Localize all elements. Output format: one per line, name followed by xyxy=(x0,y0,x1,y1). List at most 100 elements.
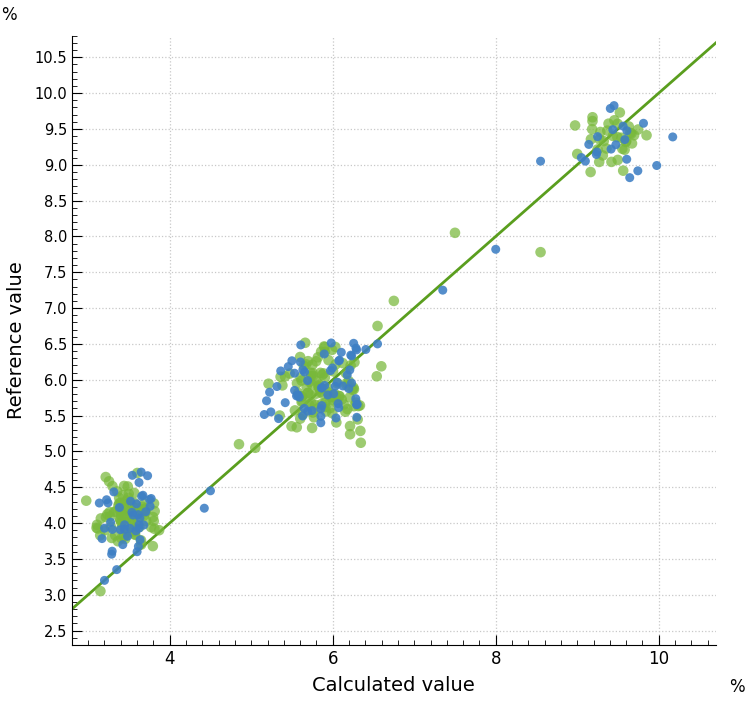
Point xyxy=(131,509,143,520)
Point xyxy=(289,385,301,396)
Point xyxy=(128,507,140,518)
Point xyxy=(100,494,112,505)
Point xyxy=(610,139,622,150)
Point xyxy=(312,403,324,414)
Point xyxy=(133,477,145,488)
Point xyxy=(316,383,328,394)
Point xyxy=(310,376,322,387)
Point xyxy=(339,406,351,418)
Point xyxy=(360,344,372,355)
Point xyxy=(313,380,325,392)
Point xyxy=(586,115,598,126)
Point xyxy=(118,531,130,543)
Point xyxy=(122,531,134,542)
Point xyxy=(110,530,122,541)
Point xyxy=(591,147,603,158)
Point xyxy=(585,133,597,145)
Point xyxy=(126,507,138,518)
Point xyxy=(315,404,327,415)
Point xyxy=(344,360,356,371)
Point xyxy=(345,350,357,361)
Point xyxy=(138,519,150,531)
Point xyxy=(277,380,289,391)
Point xyxy=(592,131,604,143)
Point xyxy=(604,103,616,114)
Point xyxy=(352,400,364,411)
Point xyxy=(122,492,134,503)
Point xyxy=(118,519,130,531)
Point xyxy=(306,423,318,434)
Point xyxy=(324,402,336,413)
Point xyxy=(106,524,118,535)
Point xyxy=(298,360,310,371)
Point xyxy=(124,497,136,508)
Point xyxy=(116,506,128,517)
Point xyxy=(298,403,310,414)
Point xyxy=(326,362,338,373)
Point xyxy=(624,127,636,138)
Point xyxy=(348,338,360,349)
Point xyxy=(129,529,141,541)
Point xyxy=(133,522,145,534)
Point xyxy=(617,165,629,176)
Point xyxy=(121,527,133,538)
Point xyxy=(332,376,344,388)
Point xyxy=(111,564,123,575)
Point xyxy=(370,371,382,382)
Point xyxy=(111,486,123,497)
Point xyxy=(621,125,633,136)
Point xyxy=(126,509,138,520)
Point xyxy=(148,523,160,534)
Point xyxy=(333,390,345,402)
Point xyxy=(628,130,640,141)
Point xyxy=(340,377,352,388)
Point xyxy=(106,532,118,543)
Point xyxy=(572,148,584,159)
Point xyxy=(306,359,318,371)
Point xyxy=(583,139,595,150)
Point xyxy=(306,405,318,416)
Point xyxy=(651,160,663,171)
Point xyxy=(347,382,359,393)
Point xyxy=(148,498,160,509)
Point xyxy=(348,384,360,395)
Point xyxy=(140,503,152,514)
Point xyxy=(98,575,110,586)
Point xyxy=(286,420,298,432)
Point xyxy=(296,390,308,402)
Point xyxy=(330,417,342,428)
Point xyxy=(605,143,617,154)
Point xyxy=(337,380,349,392)
Point xyxy=(344,392,355,403)
Point xyxy=(146,493,158,504)
Point xyxy=(315,411,327,422)
Point xyxy=(135,466,147,477)
Point xyxy=(611,118,623,129)
Point xyxy=(139,505,151,517)
Point xyxy=(112,536,124,547)
Point xyxy=(616,143,628,154)
Point xyxy=(305,371,317,382)
Point xyxy=(340,368,352,379)
Point xyxy=(597,150,609,161)
Point xyxy=(304,390,316,401)
Point xyxy=(309,399,321,411)
Point xyxy=(344,420,356,432)
Point xyxy=(310,356,322,367)
Point xyxy=(336,394,348,405)
Point xyxy=(284,368,296,379)
Point xyxy=(115,497,127,508)
Point xyxy=(291,378,303,389)
Point xyxy=(303,399,315,411)
Point xyxy=(332,398,344,409)
Point xyxy=(535,246,547,258)
Point xyxy=(274,410,286,421)
Point xyxy=(153,524,165,536)
Point xyxy=(133,519,145,531)
Point xyxy=(91,522,103,534)
Point xyxy=(118,524,130,535)
Point xyxy=(608,100,620,111)
Point xyxy=(316,399,328,410)
Point xyxy=(136,505,148,517)
Point xyxy=(326,344,338,355)
